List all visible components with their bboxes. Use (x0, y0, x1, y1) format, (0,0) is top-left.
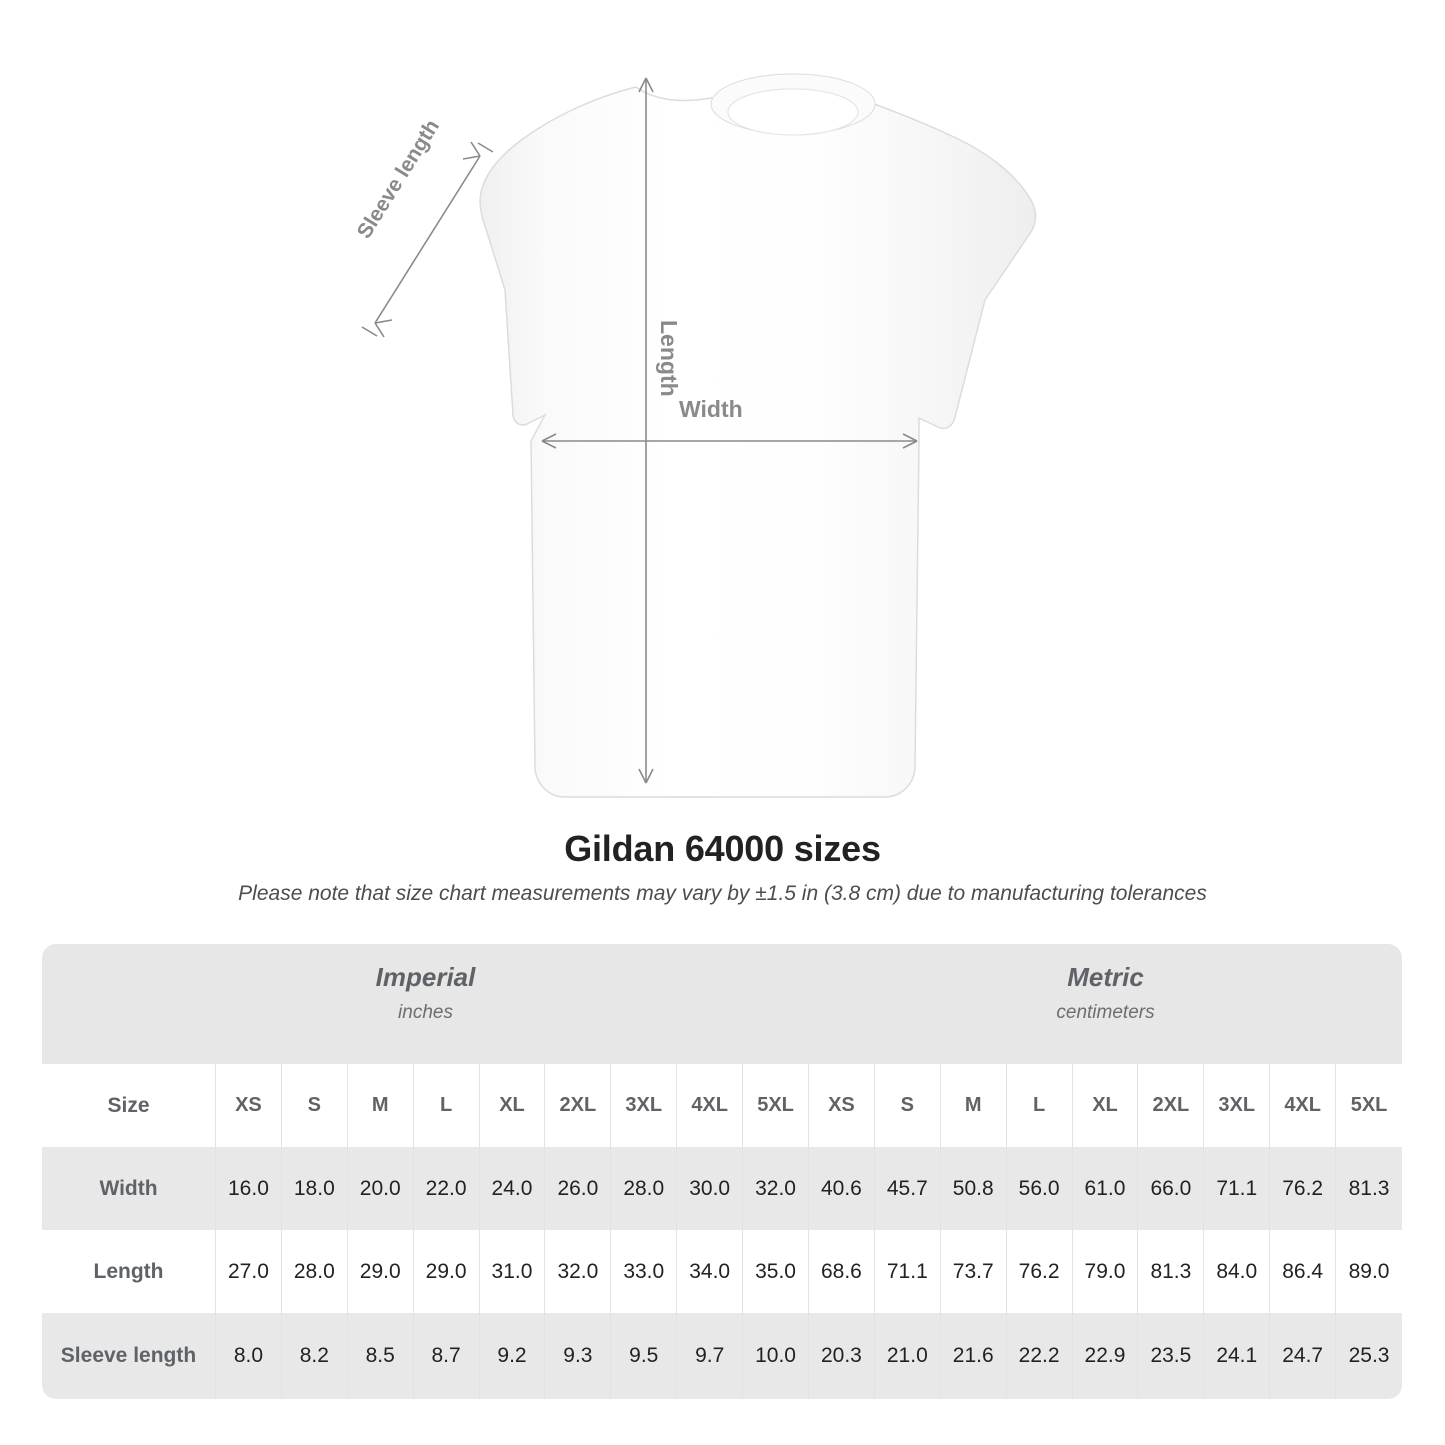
svg-text:Width: Width (679, 396, 743, 422)
svg-text:Sleeve length: Sleeve length (353, 116, 444, 243)
svg-text:Length: Length (656, 320, 682, 397)
